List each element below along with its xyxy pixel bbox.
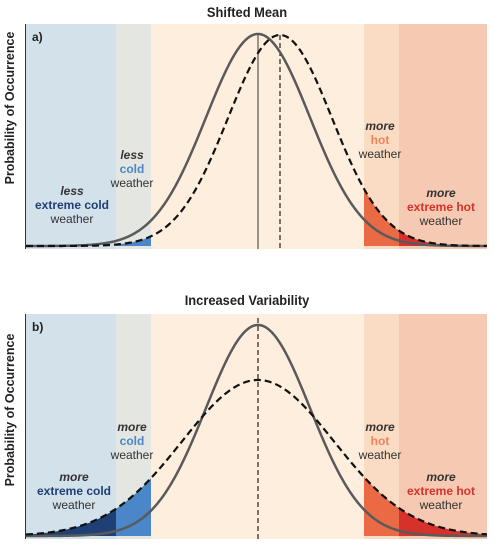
panel-b-annotation-cold: more cold weather: [111, 420, 154, 462]
panel-b-cold-tail-fill: [116, 478, 151, 536]
panel-b-extreme-hot-tail-fill: [399, 508, 487, 536]
panel-a-annotation-hot: more hot weather: [359, 119, 402, 161]
panel-b-title: Increased Variability: [184, 292, 310, 308]
panel-b-label: b): [32, 320, 44, 334]
panel-a-diagram: [26, 24, 487, 249]
panel-a-hot-suffix: weather: [358, 147, 402, 161]
panel-a-zone-cold: [116, 24, 151, 249]
panel-a-extreme-cold-suffix: weather: [50, 212, 94, 226]
panel-a-y-axis-label: Probability of Occurrence: [3, 31, 17, 185]
panel-b-cold-suffix: weather: [110, 448, 154, 462]
panel-a-cold-suffix: weather: [110, 176, 154, 190]
panel-b-extreme-hot-category: extreme hot: [406, 484, 476, 498]
panel-a-zone-extreme-hot: [399, 24, 487, 249]
panel-b-annotation-extreme-cold: more extreme cold weather: [37, 470, 111, 512]
panel-a-cold-tail-fill: [116, 236, 151, 246]
panel-a-hot-category: hot: [370, 133, 390, 147]
panel-a-annotation-cold: less cold weather: [111, 148, 154, 190]
panel-b-hot-tail-fill: [364, 477, 399, 536]
panel-a-hot-qualifier: more: [365, 119, 395, 133]
panel-b-extreme-cold-category: extreme cold: [36, 484, 112, 498]
panel-b-hot-suffix: weather: [358, 448, 402, 462]
panel-a-annotation-extreme-hot: more extreme hot weather: [407, 186, 475, 228]
panel-a-extreme-hot-suffix: weather: [419, 214, 463, 228]
panel-a-annotation-extreme-cold: less extreme cold weather: [35, 184, 109, 226]
panel-b-plot: b) more extreme cold weather more cold w…: [25, 314, 487, 539]
panel-a-plot: a) less extreme cold weather less cold w…: [25, 24, 487, 249]
panel-a-cold-category: cold: [119, 162, 145, 176]
panel-a-extreme-cold-category: extreme cold: [34, 198, 110, 212]
panel-b-annotation-hot: more hot weather: [359, 420, 402, 462]
panel-b-extreme-hot-suffix: weather: [419, 498, 463, 512]
panel-b-diagram: [26, 314, 487, 539]
panel-a-extreme-hot-qualifier: more: [426, 186, 456, 200]
panel-a-extreme-hot-category: extreme hot: [406, 200, 476, 214]
panel-b-hot-category: hot: [370, 434, 390, 448]
panel-b-annotation-extreme-hot: more extreme hot weather: [407, 470, 475, 512]
panel-b-hot-qualifier: more: [365, 420, 395, 434]
panel-b-extreme-hot-qualifier: more: [426, 470, 456, 484]
panel-a-extreme-cold-qualifier: less: [60, 184, 84, 198]
panel-a-label: a): [32, 30, 43, 44]
panel-b-extreme-cold-suffix: weather: [52, 498, 96, 512]
panel-b-zone-extreme-hot: [399, 314, 487, 539]
panel-a-title: Shifted Mean: [206, 4, 288, 20]
panel-b-cold-category: cold: [119, 434, 145, 448]
panel-a-original-distribution-curve: [26, 32, 487, 248]
panel-b-cold-qualifier: more: [117, 420, 147, 434]
panel-b-extreme-cold-qualifier: more: [59, 470, 89, 484]
panel-b-zone-extreme-cold: [26, 314, 116, 539]
panel-a-zone-extreme-cold: [26, 24, 116, 249]
panel-b-y-axis-label: Probability of Occurrence: [3, 333, 17, 487]
panel-a-shifted-distribution-curve: [26, 33, 487, 248]
panel-a-cold-qualifier: less: [120, 148, 144, 162]
panel-b-original-distribution-curve: [26, 323, 487, 538]
panel-b-wider-distribution-curve: [26, 378, 487, 536]
panel-a-extreme-hot-tail-fill: [399, 230, 487, 246]
panel-b-extreme-cold-tail-fill: [26, 508, 116, 536]
